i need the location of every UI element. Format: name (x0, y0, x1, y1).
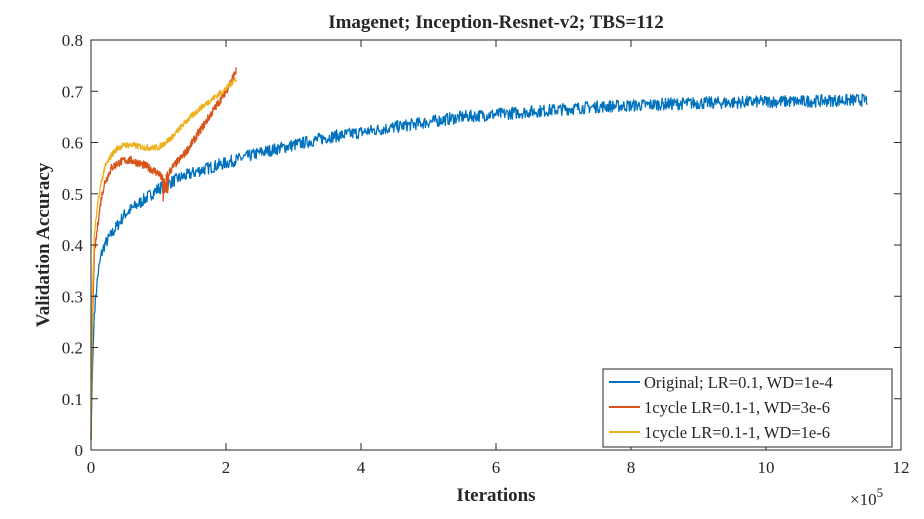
x-multiplier: ×105 (850, 485, 883, 509)
y-axis-label: Validation Accuracy (33, 162, 54, 327)
y-tick-label: 0 (75, 441, 84, 460)
y-tick-label: 0.4 (62, 236, 84, 255)
legend: Original; LR=0.1, WD=1e-4 1cycle LR=0.1-1… (602, 368, 893, 448)
x-multiplier-base: ×10 (850, 490, 877, 509)
x-axis: 0 2 4 6 8 10 12 (87, 40, 910, 477)
series-line-0 (90, 93, 868, 440)
legend-label-1: 1cycle LR=0.1-1, WD=3e-6 (644, 398, 830, 417)
series-line-2 (90, 77, 237, 440)
legend-label-2: 1cycle LR=0.1-1, WD=1e-6 (644, 423, 830, 442)
series-line-1 (90, 67, 237, 440)
x-tick-label: 6 (492, 458, 501, 477)
legend-label-0: Original; LR=0.1, WD=1e-4 (644, 373, 833, 392)
y-tick-label: 0.3 (62, 287, 83, 306)
y-tick-label: 0.2 (62, 339, 83, 358)
x-tick-label: 0 (87, 458, 96, 477)
y-axis: 0 0.1 0.2 0.3 0.4 0.5 0.6 0.7 0.8 (62, 31, 901, 460)
legend-box (602, 368, 893, 448)
y-tick-label: 0.6 (62, 134, 83, 153)
x-tick-label: 8 (627, 458, 636, 477)
y-tick-label: 0.1 (62, 390, 83, 409)
x-tick-label: 12 (893, 458, 910, 477)
series-layer (90, 67, 868, 440)
x-tick-label: 10 (758, 458, 775, 477)
y-tick-label: 0.7 (62, 82, 84, 101)
x-multiplier-exponent: 5 (877, 485, 884, 500)
x-axis-label: Iterations (456, 485, 535, 506)
x-tick-label: 4 (357, 458, 366, 477)
y-tick-label: 0.8 (62, 31, 83, 50)
y-tick-label: 0.5 (62, 185, 83, 204)
chart-title: Imagenet; Inception-Resnet-v2; TBS=112 (328, 12, 664, 33)
x-tick-label: 2 (222, 458, 231, 477)
